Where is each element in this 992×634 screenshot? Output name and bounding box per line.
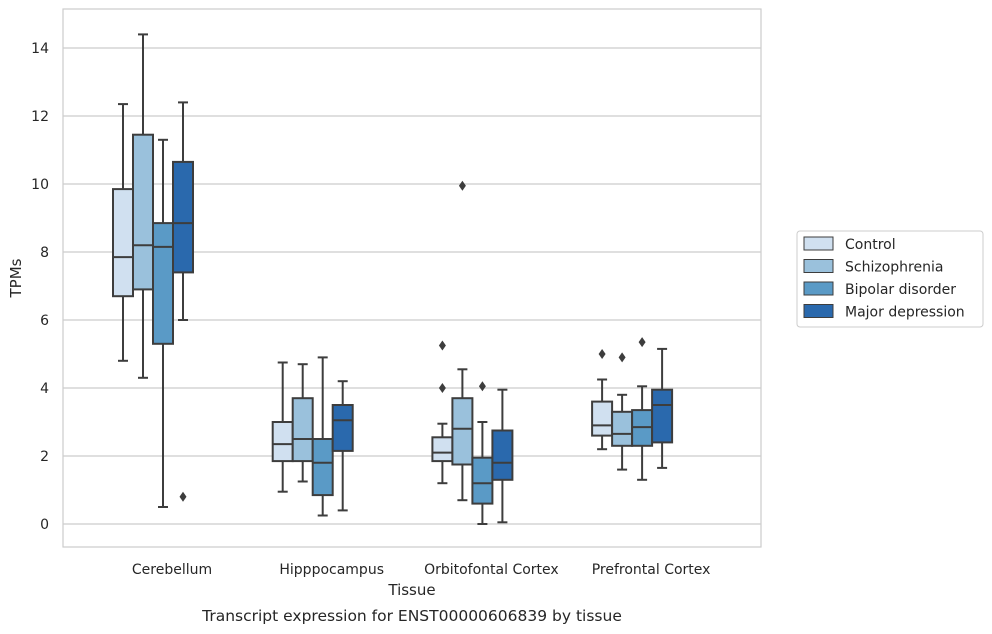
box-body (611, 410, 634, 447)
y-axis-ticks: 0 2 4 6 8 10 12 14 (31, 41, 49, 533)
outlier-marker (438, 383, 446, 393)
box-body (651, 388, 674, 444)
legend-label: Major depression (845, 305, 965, 321)
x-axis-ticks: Cerebellum Hipppocampus Orbitofontal Corte… (132, 562, 711, 578)
box-bipolar-disorder (311, 356, 334, 517)
y-axis-label: TPMs (7, 258, 25, 298)
box-major-depression (331, 380, 354, 512)
y-tick-label: 14 (31, 41, 49, 57)
box-control (431, 340, 454, 485)
box-control (112, 103, 134, 362)
outlier-marker (638, 337, 646, 348)
outlier-marker (478, 381, 486, 392)
y-tick-label: 10 (31, 177, 49, 193)
box-major-depression (651, 347, 674, 469)
x-axis-label: Tissue (387, 581, 435, 599)
legend-label: Bipolar disorder (845, 282, 956, 298)
x-tick-label: Hipppocampus (279, 562, 384, 578)
box-schizophrenia (291, 363, 314, 483)
legend-frame (796, 230, 984, 328)
outlier-marker (618, 352, 626, 363)
outlier-marker (598, 349, 606, 359)
box-body (491, 429, 514, 481)
box-major-depression (491, 388, 514, 524)
y-tick-label: 4 (40, 381, 49, 397)
legend-label: Schizophrenia (845, 260, 943, 276)
box-bipolar-disorder (631, 337, 654, 481)
box-body (172, 160, 194, 274)
x-tick-label: Cerebellum (132, 562, 212, 578)
boxes (112, 33, 674, 525)
y-tick-label: 2 (40, 449, 49, 465)
box-body (591, 400, 614, 437)
legend-swatch (803, 304, 834, 318)
box-schizophrenia (132, 33, 154, 379)
y-tick-label: 8 (40, 245, 49, 261)
box-control (271, 361, 294, 493)
legend-label: Control (845, 237, 896, 253)
x-tick-label: Prefrontal Cortex (592, 562, 711, 578)
chart-caption: Transcript expression for ENST0000060683… (201, 607, 622, 625)
outlier-marker (438, 340, 446, 351)
box-body (431, 436, 454, 463)
outlier-marker (179, 491, 187, 502)
box-body (271, 421, 294, 463)
y-tick-label: 6 (40, 313, 49, 329)
box-bipolar-disorder (152, 138, 174, 508)
box-schizophrenia (611, 352, 634, 471)
legend: Control Schizophrenia Bipolar disorder Majo… (796, 230, 984, 328)
box-body (451, 397, 474, 466)
legend-swatch (803, 281, 834, 296)
x-tick-label: Orbitofontal Cortex (424, 562, 559, 578)
y-tick-label: 12 (31, 109, 49, 125)
box-bipolar-disorder (471, 381, 494, 525)
legend-swatch (803, 236, 834, 251)
y-tick-label: 0 (40, 517, 49, 533)
box-body (291, 397, 314, 463)
box-body (112, 188, 134, 298)
box-major-depression (172, 101, 194, 502)
box-schizophrenia (451, 180, 474, 502)
legend-swatch (803, 259, 834, 273)
box-control (591, 349, 614, 451)
box-body (331, 404, 354, 452)
outlier-marker (458, 180, 466, 191)
box-body (152, 222, 174, 345)
box-body (471, 456, 494, 505)
box-body (311, 438, 334, 497)
plot-frame (62, 8, 762, 548)
box-body (132, 133, 154, 291)
